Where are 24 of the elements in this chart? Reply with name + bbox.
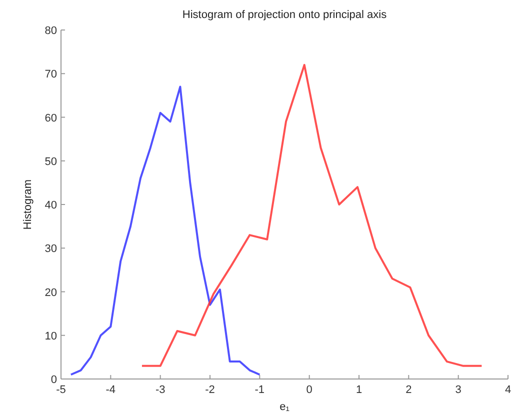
x-tick-label: -1 [254, 384, 265, 396]
y-axis-title: Histogram [22, 179, 34, 230]
y-tick-label: 70 [44, 68, 57, 81]
x-tick-label: 4 [504, 384, 512, 396]
y-tick-label: 30 [44, 243, 57, 256]
line-series [140, 64, 483, 367]
x-tick-label: 2 [406, 384, 412, 396]
y-tick-label: 40 [44, 200, 57, 212]
x-tick-label: -4 [106, 384, 116, 396]
line-series [70, 86, 261, 376]
x-tick-label: 1 [356, 384, 362, 396]
y-tick-label: 80 [44, 25, 57, 37]
x-tick-label: -5 [56, 384, 66, 396]
y-tick-label: 10 [44, 330, 57, 342]
x-tick-label: 3 [455, 384, 462, 396]
y-tick-label: 20 [44, 286, 57, 299]
y-tick-label: 0 [50, 374, 57, 386]
x-axis-title: e₁ [280, 401, 290, 413]
x-tick-label: -3 [155, 384, 166, 396]
x-tick-label: 0 [306, 384, 312, 396]
y-tick-label: 60 [44, 112, 57, 124]
chart-title: Histogram of projection onto principal axis [182, 9, 388, 21]
x-tick-label: -2 [205, 384, 215, 396]
y-tick-label: 50 [44, 156, 57, 168]
